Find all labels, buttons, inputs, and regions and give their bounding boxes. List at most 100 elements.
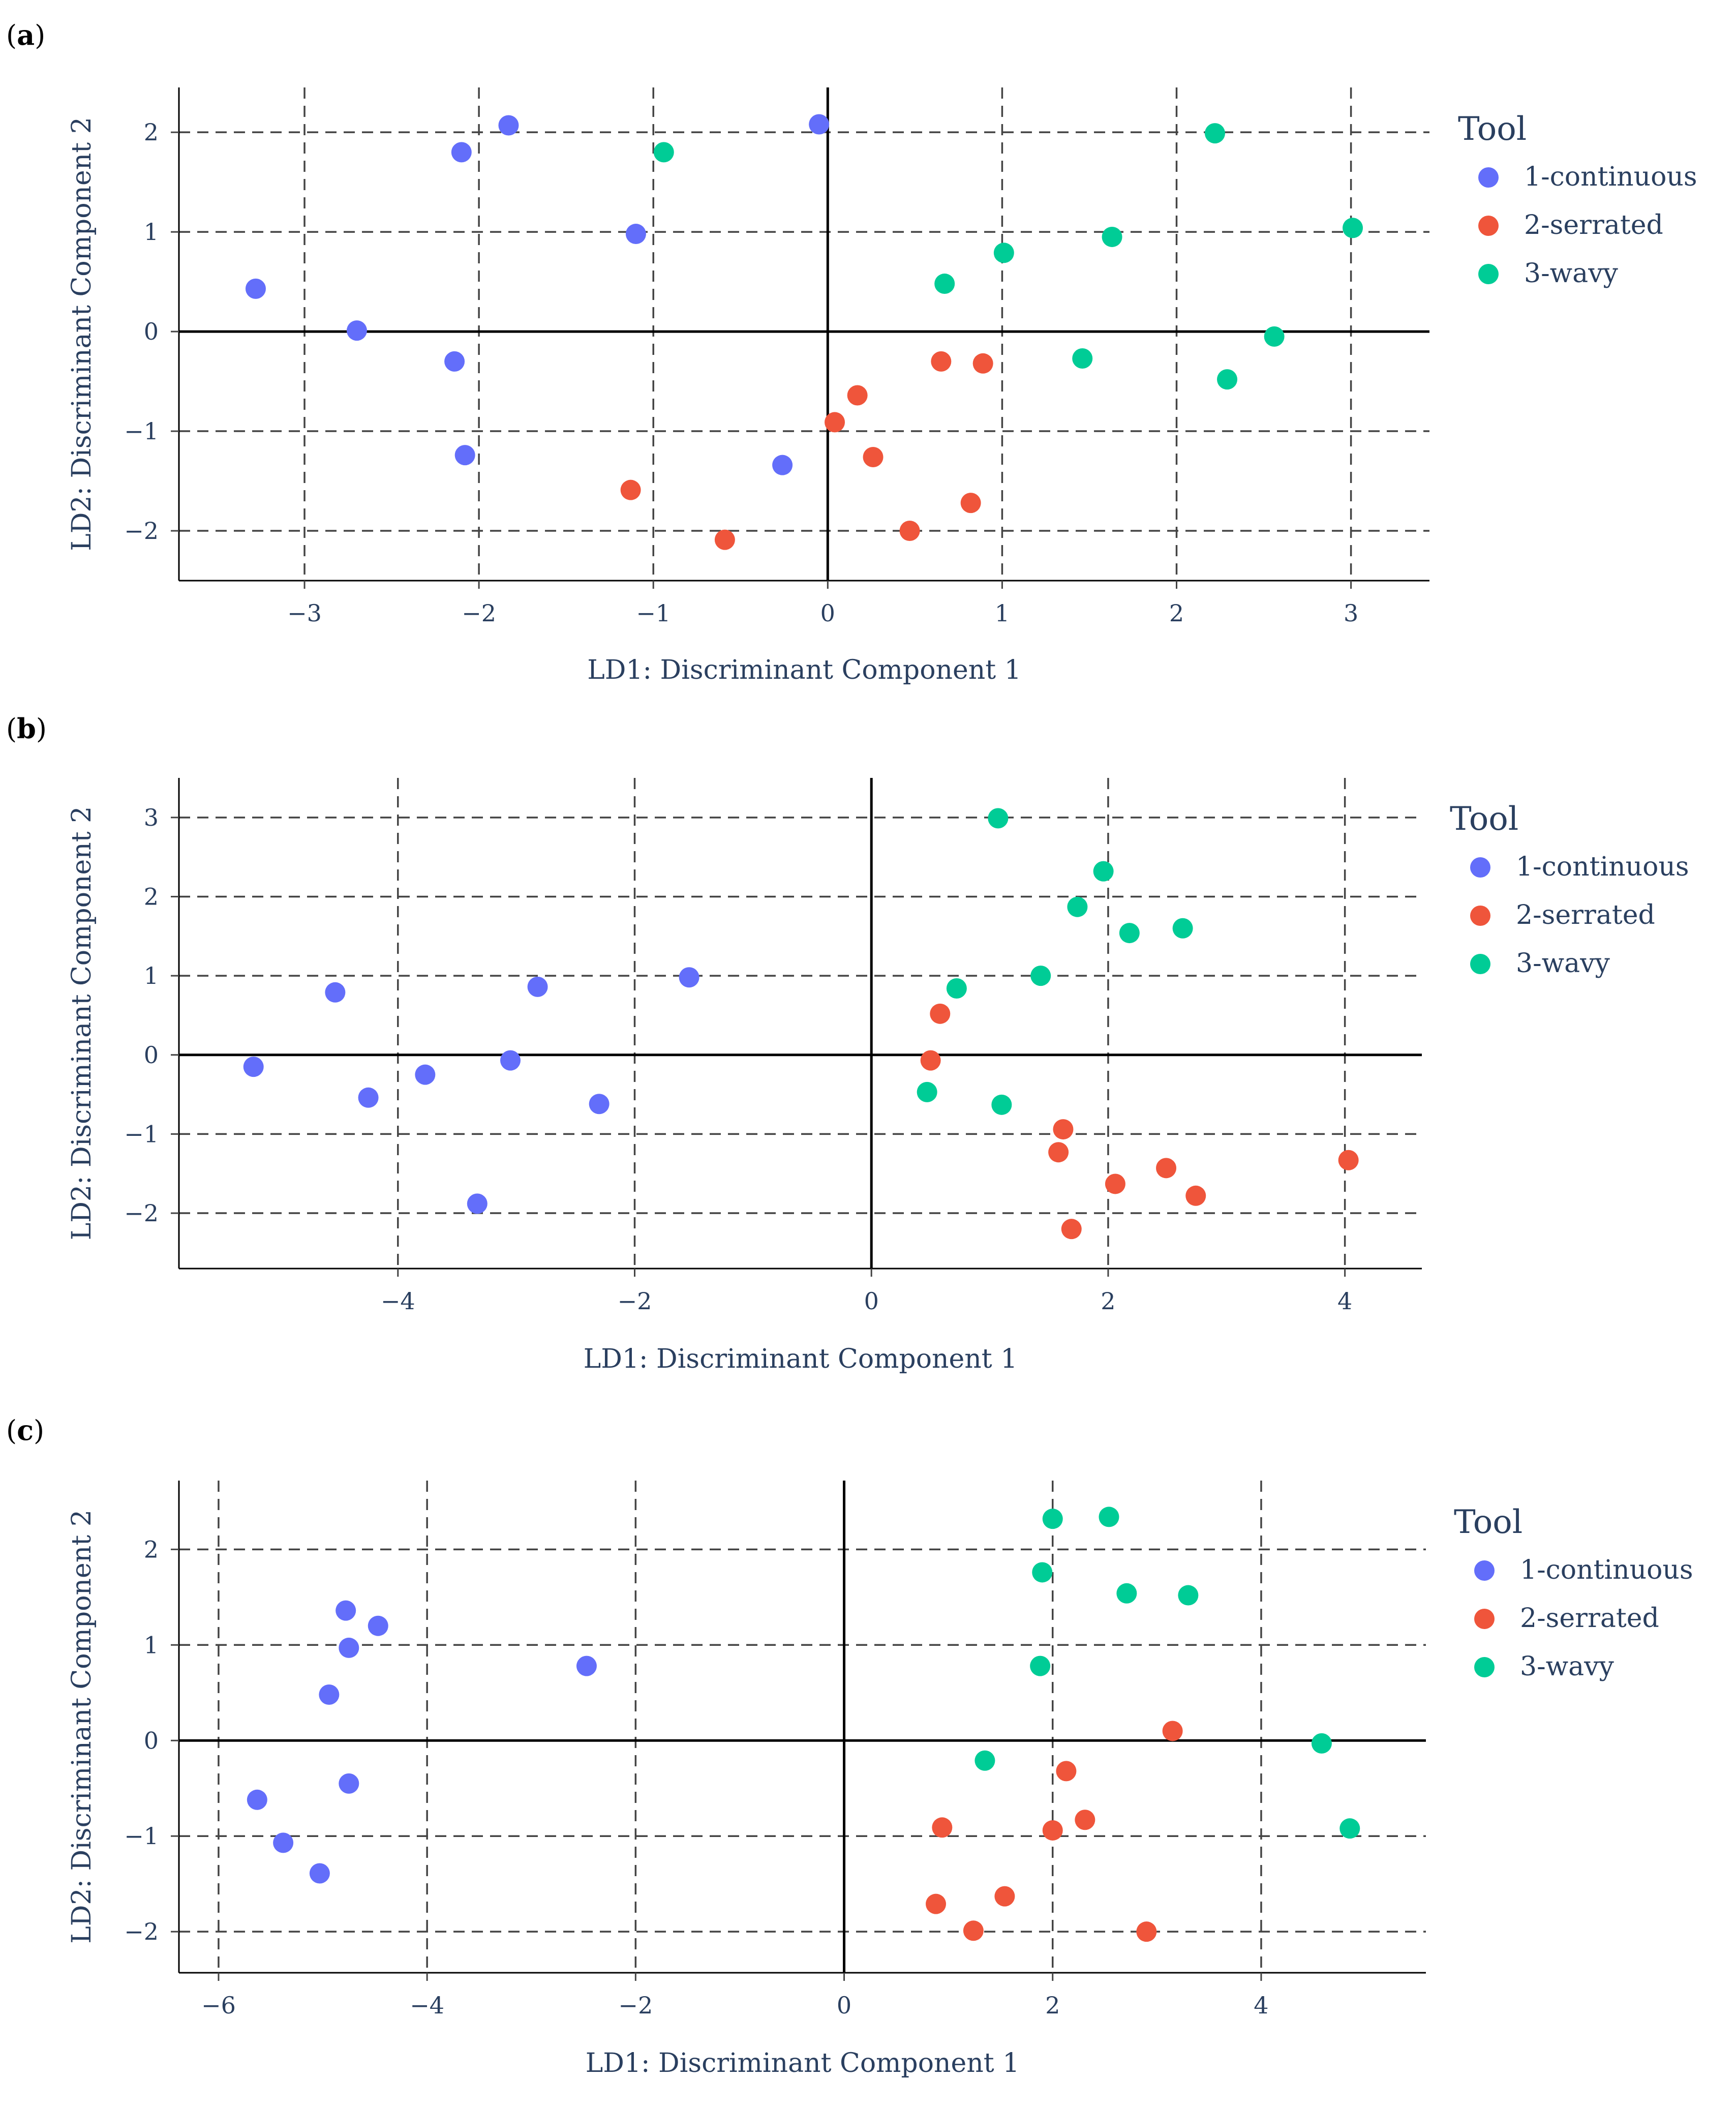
y-tick-label: −2 <box>124 1918 159 1945</box>
scatter-point <box>1048 1142 1069 1163</box>
x-tick-label: 2 <box>1101 1287 1115 1315</box>
scatter-point <box>625 224 646 245</box>
scatter-point <box>809 114 830 135</box>
legend-label: 1-continuous <box>1524 162 1697 192</box>
series-2-serrated <box>926 1721 1183 1942</box>
scatter-point <box>1099 1507 1119 1527</box>
legend-label: 2-serrated <box>1524 210 1663 240</box>
scatter-point <box>247 1789 267 1810</box>
scatter-point <box>1102 226 1122 247</box>
x-tick-label: 0 <box>864 1287 879 1315</box>
scatter-point <box>934 274 955 294</box>
scatter-point <box>653 142 674 163</box>
x-axis-title: LD1: Discriminant Component 1 <box>584 1344 1018 1374</box>
scatter-point <box>444 351 465 372</box>
scatter-point <box>339 1773 359 1794</box>
y-tick-label: 2 <box>144 118 159 146</box>
x-axis-title: LD1: Discriminant Component 1 <box>587 655 1021 685</box>
legend-marker <box>1478 216 1499 236</box>
scatter-point <box>273 1832 294 1853</box>
legend-title: Tool <box>1450 800 1518 838</box>
scatter-point <box>500 1050 521 1071</box>
scatter-point <box>1156 1158 1177 1179</box>
scatter-point <box>309 1863 330 1884</box>
series-1-continuous <box>247 1600 597 1884</box>
scatter-point <box>325 982 346 1003</box>
legend-marker <box>1470 954 1490 974</box>
scatter-point <box>1072 348 1093 369</box>
scatter-point <box>1105 1173 1125 1194</box>
series-1-continuous <box>243 967 699 1214</box>
x-tick-label: 2 <box>1169 599 1184 627</box>
y-tick-label: −1 <box>124 1822 159 1850</box>
scatter-point <box>714 529 735 550</box>
x-tick-label: −2 <box>618 1287 652 1315</box>
x-tick-label: −2 <box>618 1992 653 2019</box>
scatter-point <box>576 1655 597 1676</box>
legend: Tool 1-continuous 2-serrated 3-wavy <box>1450 800 1689 979</box>
scatter-point <box>1217 369 1238 390</box>
scatter-point <box>932 1817 953 1838</box>
chart-panel-c: (c) −6 −4 −2 0 2 4 −2 −1 0 1 2 LD1: Discriminant Com… <box>6 1414 1693 2079</box>
y-tick-label: 0 <box>144 1727 159 1754</box>
y-tick-label: 2 <box>144 1535 159 1563</box>
y-tick-label: −1 <box>124 417 159 445</box>
scatter-point <box>358 1087 379 1108</box>
series-2-serrated <box>920 1003 1359 1240</box>
x-tick-label: 3 <box>1344 599 1358 627</box>
scatter-point <box>1030 1655 1051 1676</box>
scatter-point <box>917 1081 937 1102</box>
chart-panel-b: (b) −4 −2 0 2 4 −2 −1 0 1 2 3 LD1: Discriminant Comp… <box>6 712 1689 1374</box>
legend-label: 3-wavy <box>1516 948 1610 979</box>
scatter-point <box>772 455 793 475</box>
scatter-point <box>993 243 1014 263</box>
y-axis-title: LD2: Discriminant Component 2 <box>67 117 97 551</box>
scatter-point <box>1042 1820 1063 1841</box>
scatter-point <box>1032 1562 1053 1583</box>
scatter-point <box>847 385 868 406</box>
scatter-point <box>1116 1583 1137 1604</box>
scatter-point <box>319 1684 340 1705</box>
y-axis-title: LD2: Discriminant Component 2 <box>67 806 97 1241</box>
y-tick-label: 1 <box>144 962 159 989</box>
x-tick-label: −3 <box>287 599 322 627</box>
scatter-point <box>991 1094 1012 1115</box>
scatter-point <box>1075 1810 1095 1830</box>
scatter-point <box>920 1050 941 1071</box>
y-tick-label: 1 <box>144 1631 159 1659</box>
scatter-point <box>368 1615 388 1636</box>
scatter-point <box>994 1886 1015 1907</box>
scatter-point <box>1136 1921 1157 1942</box>
scatter-point <box>1338 1150 1359 1170</box>
scatter-point <box>930 1003 951 1024</box>
scatter-point <box>415 1064 436 1085</box>
scatter-point <box>1042 1509 1063 1529</box>
scatter-point <box>825 412 845 433</box>
x-tick-label: 0 <box>837 1992 851 2019</box>
legend-title: Tool <box>1454 1503 1522 1541</box>
scatter-point <box>1343 218 1363 238</box>
scatter-point <box>243 1057 264 1077</box>
scatter-point <box>1172 918 1193 939</box>
legend-marker <box>1478 167 1499 188</box>
series-3-wavy <box>974 1507 1360 1839</box>
legend-label: 1-continuous <box>1520 1555 1693 1585</box>
series-2-serrated <box>620 351 993 550</box>
legend-marker <box>1474 1560 1495 1581</box>
x-axis-title: LD1: Discriminant Component 1 <box>586 2048 1020 2079</box>
scatter-point <box>863 447 884 468</box>
chart-panel-a: (a) −3 −2 −1 0 1 2 3 −2 −1 0 1 2 LD1: Discriminant Co… <box>6 19 1697 685</box>
x-tick-label: 4 <box>1254 1992 1268 2019</box>
scatter-point <box>946 978 967 999</box>
x-tick-label: 2 <box>1045 1992 1060 2019</box>
panel-label: (a) <box>6 19 45 51</box>
x-tick-label: −6 <box>201 1992 236 2019</box>
x-tick-label: −2 <box>462 599 496 627</box>
scatter-point <box>963 1920 984 1941</box>
scatter-point <box>1178 1585 1199 1606</box>
scatter-point <box>1264 326 1285 347</box>
scatter-point <box>1053 1119 1074 1140</box>
scatter-point <box>454 445 475 466</box>
legend-label: 3-wavy <box>1520 1651 1615 1682</box>
